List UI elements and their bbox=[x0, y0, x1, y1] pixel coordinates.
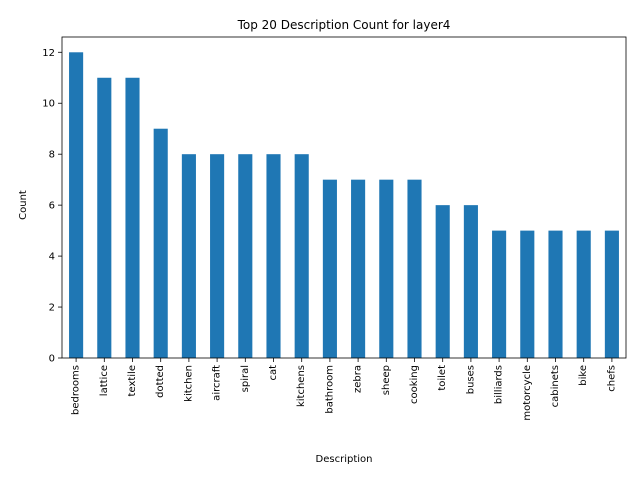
x-tick-label: motorcycle bbox=[522, 365, 533, 421]
x-tick-label: zebra bbox=[353, 365, 364, 393]
x-tick-label: spiral bbox=[240, 365, 251, 392]
x-axis-label: Description bbox=[316, 454, 373, 465]
bar-sheep bbox=[379, 179, 394, 358]
x-tick-label: aircraft bbox=[212, 365, 223, 401]
axes-frame bbox=[61, 36, 627, 359]
x-tick-label: kitchen bbox=[183, 365, 194, 402]
bar-aircraft bbox=[210, 154, 225, 358]
x-tick-label: bike bbox=[578, 365, 589, 386]
x-tick-label: cooking bbox=[409, 365, 420, 404]
bar-kitchens bbox=[294, 154, 309, 358]
bar-bathroom bbox=[322, 179, 337, 358]
bar-buses bbox=[463, 205, 478, 358]
bar-textile bbox=[125, 77, 140, 358]
x-tick-label: toilet bbox=[437, 365, 448, 391]
x-tick-label: buses bbox=[465, 365, 476, 394]
y-tick-label: 8 bbox=[49, 150, 55, 161]
x-tick-label: cabinets bbox=[550, 365, 561, 407]
y-tick-label: 4 bbox=[49, 252, 55, 263]
x-tick-label: kitchens bbox=[296, 365, 307, 407]
x-tick-label: sheep bbox=[381, 365, 392, 395]
bar-billiards bbox=[492, 230, 507, 358]
y-tick-label: 2 bbox=[49, 303, 55, 314]
bar-bedrooms bbox=[69, 52, 84, 358]
y-tick-label: 6 bbox=[49, 201, 55, 212]
chart-title: Top 20 Description Count for layer4 bbox=[237, 18, 451, 32]
x-tick-label: dotted bbox=[155, 365, 166, 398]
x-tick-label: bathroom bbox=[324, 365, 335, 414]
y-tick-label: 0 bbox=[49, 354, 55, 365]
bar-cooking bbox=[407, 179, 422, 358]
bar-dotted bbox=[153, 128, 168, 358]
bar-cat bbox=[266, 154, 281, 358]
bar-zebra bbox=[351, 179, 366, 358]
plot-area: bedrooms lattice textile dotted kitchen aircr… bbox=[42, 36, 627, 421]
bar-chefs bbox=[604, 230, 619, 358]
x-tick-label: bedrooms bbox=[71, 365, 82, 415]
bar-lattice bbox=[97, 77, 112, 358]
y-tick-label: 10 bbox=[42, 99, 55, 110]
bar-motorcycle bbox=[520, 230, 535, 358]
x-tick-label: billiards bbox=[494, 365, 505, 404]
bar-cabinets bbox=[548, 230, 563, 358]
bar-toilet bbox=[435, 205, 450, 358]
bar-bike bbox=[576, 230, 591, 358]
y-tick-label: 12 bbox=[42, 48, 55, 59]
x-tick-label: textile bbox=[127, 365, 138, 396]
x-tick-label: cat bbox=[268, 365, 279, 381]
x-tick-label: lattice bbox=[99, 365, 110, 396]
x-tick-label: chefs bbox=[606, 365, 617, 392]
y-axis-label: Count bbox=[18, 190, 29, 220]
bar-spiral bbox=[238, 154, 253, 358]
bar-kitchen bbox=[181, 154, 196, 358]
